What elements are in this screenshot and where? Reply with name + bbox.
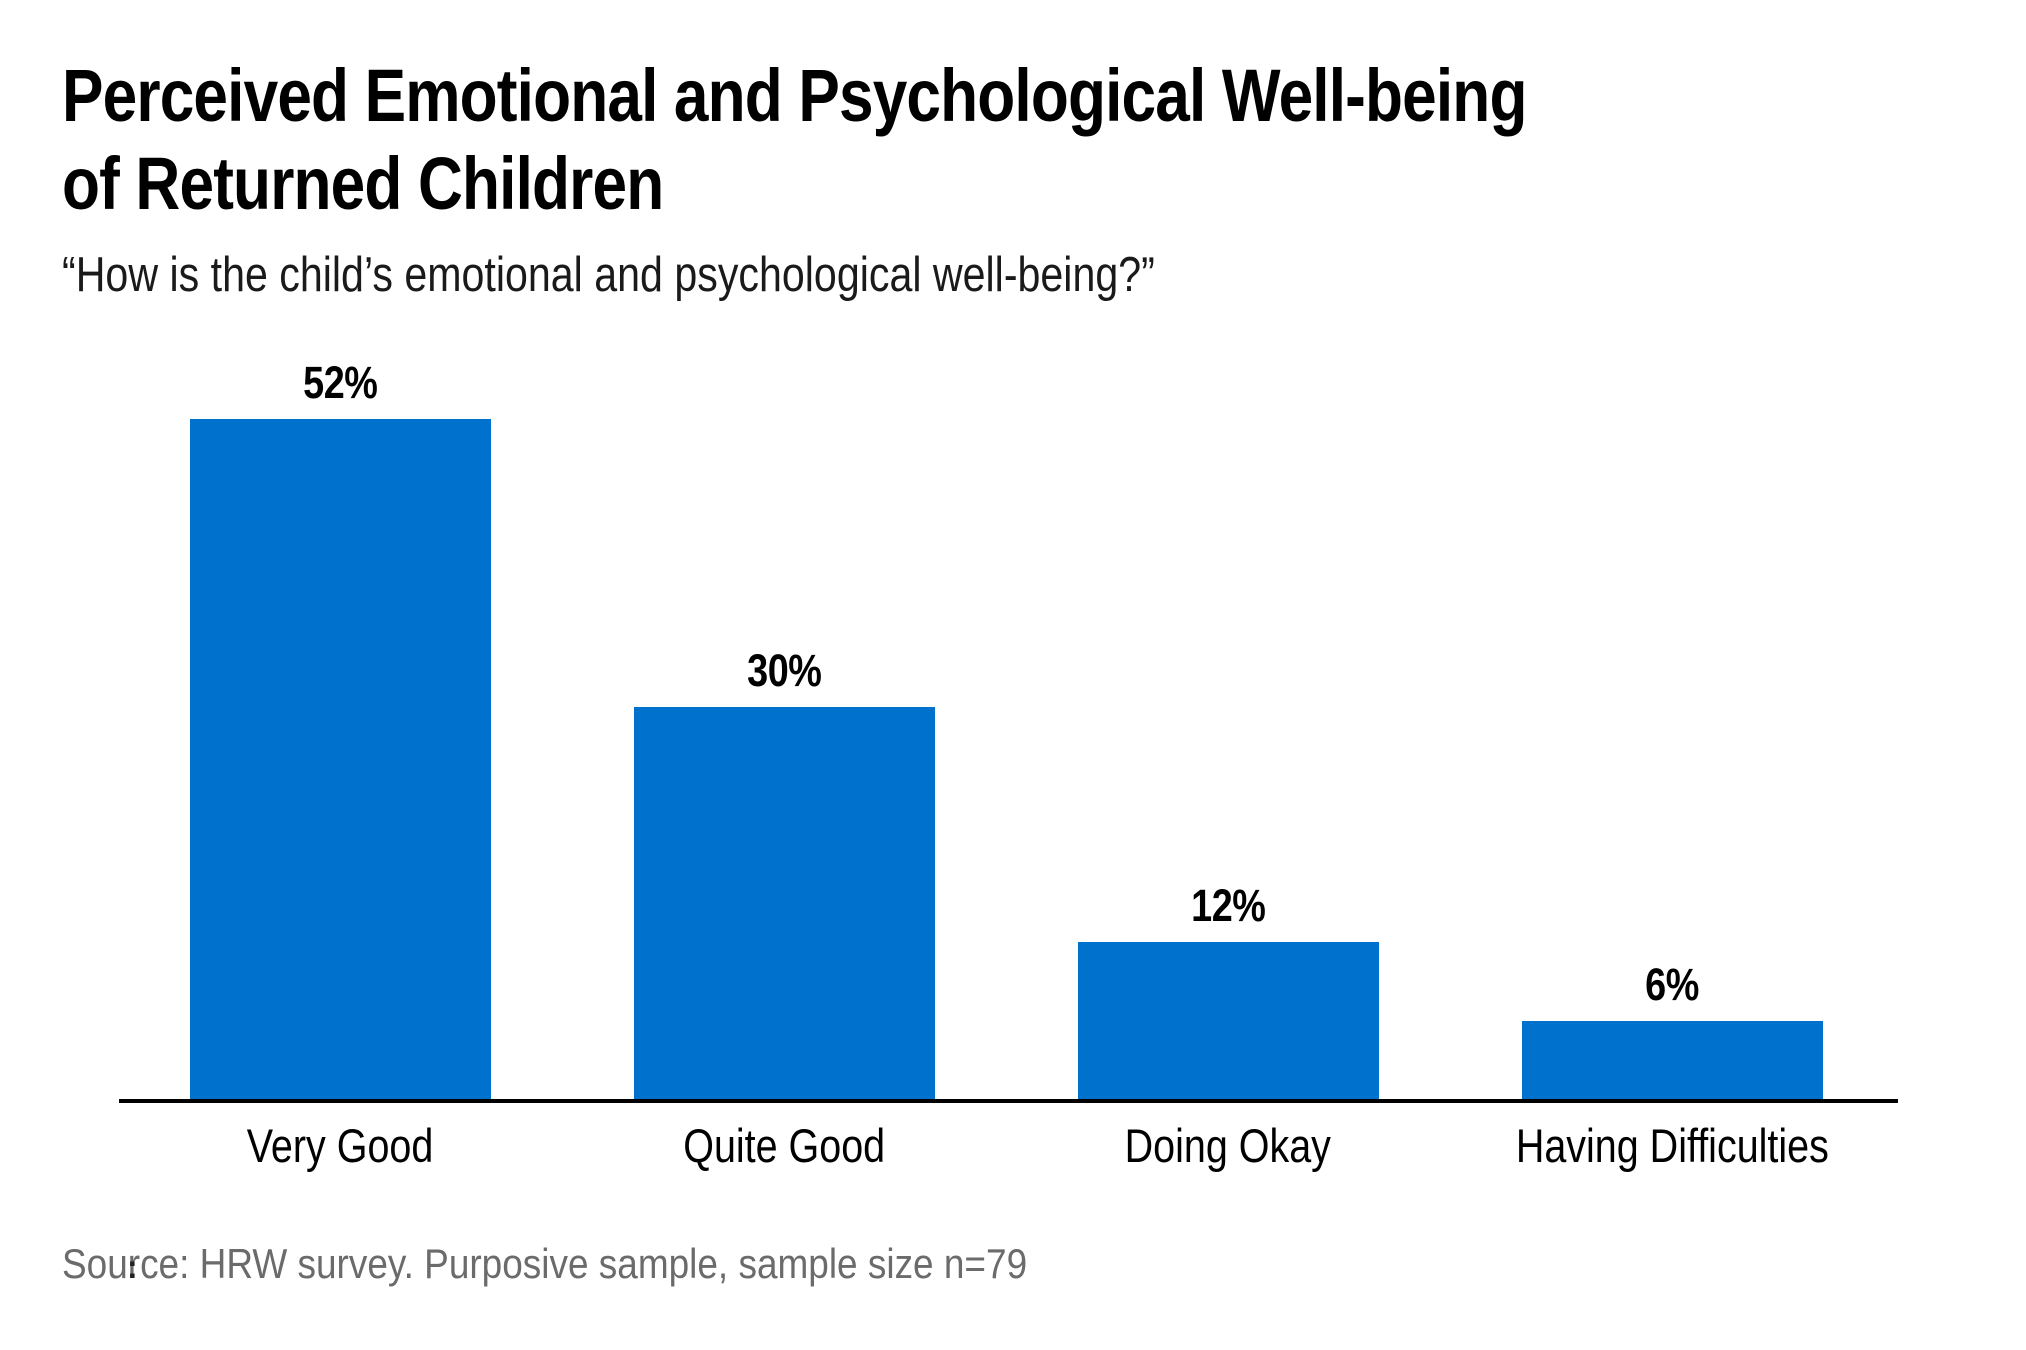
value-label-text: 12%	[1191, 880, 1266, 931]
category-label-having-difficulties: Having Difficulties	[1372, 1118, 1972, 1173]
category-label-text: Very Good	[246, 1119, 434, 1172]
value-label-text: 6%	[1645, 959, 1700, 1010]
stray-colon-mark: :	[127, 1249, 138, 1285]
x-axis-line	[119, 1099, 1898, 1103]
category-label-text: Quite Good	[683, 1119, 885, 1172]
source-note: Source: HRW survey. Purposive sample, sa…	[62, 1240, 1028, 1287]
value-label-3: 6%	[1522, 959, 1823, 1011]
bar-very-good	[190, 419, 491, 1099]
bar-having-difficulties	[1522, 1021, 1823, 1099]
category-label-quite-good: Quite Good	[484, 1118, 1084, 1173]
chart-title: Perceived Emotional and Psychological We…	[62, 52, 1806, 228]
bar-quite-good	[634, 707, 935, 1099]
chart-title-line2: of Returned Children	[62, 142, 664, 225]
value-label-text: 30%	[747, 645, 822, 696]
category-label-text: Having Difficulties	[1515, 1119, 1829, 1172]
chart-subtitle: “How is the child’s emotional and psycho…	[62, 248, 1155, 302]
value-label-text: 52%	[303, 357, 378, 408]
category-label-doing-okay: Doing Okay	[928, 1118, 1528, 1173]
value-label-1: 30%	[634, 645, 935, 697]
value-label-0: 52%	[190, 357, 491, 409]
category-label-text: Doing Okay	[1124, 1119, 1332, 1172]
bar-doing-okay	[1078, 942, 1379, 1099]
value-label-2: 12%	[1078, 880, 1379, 932]
category-label-very-good: Very Good	[40, 1118, 640, 1173]
chart-title-line1: Perceived Emotional and Psychological We…	[62, 54, 1527, 137]
